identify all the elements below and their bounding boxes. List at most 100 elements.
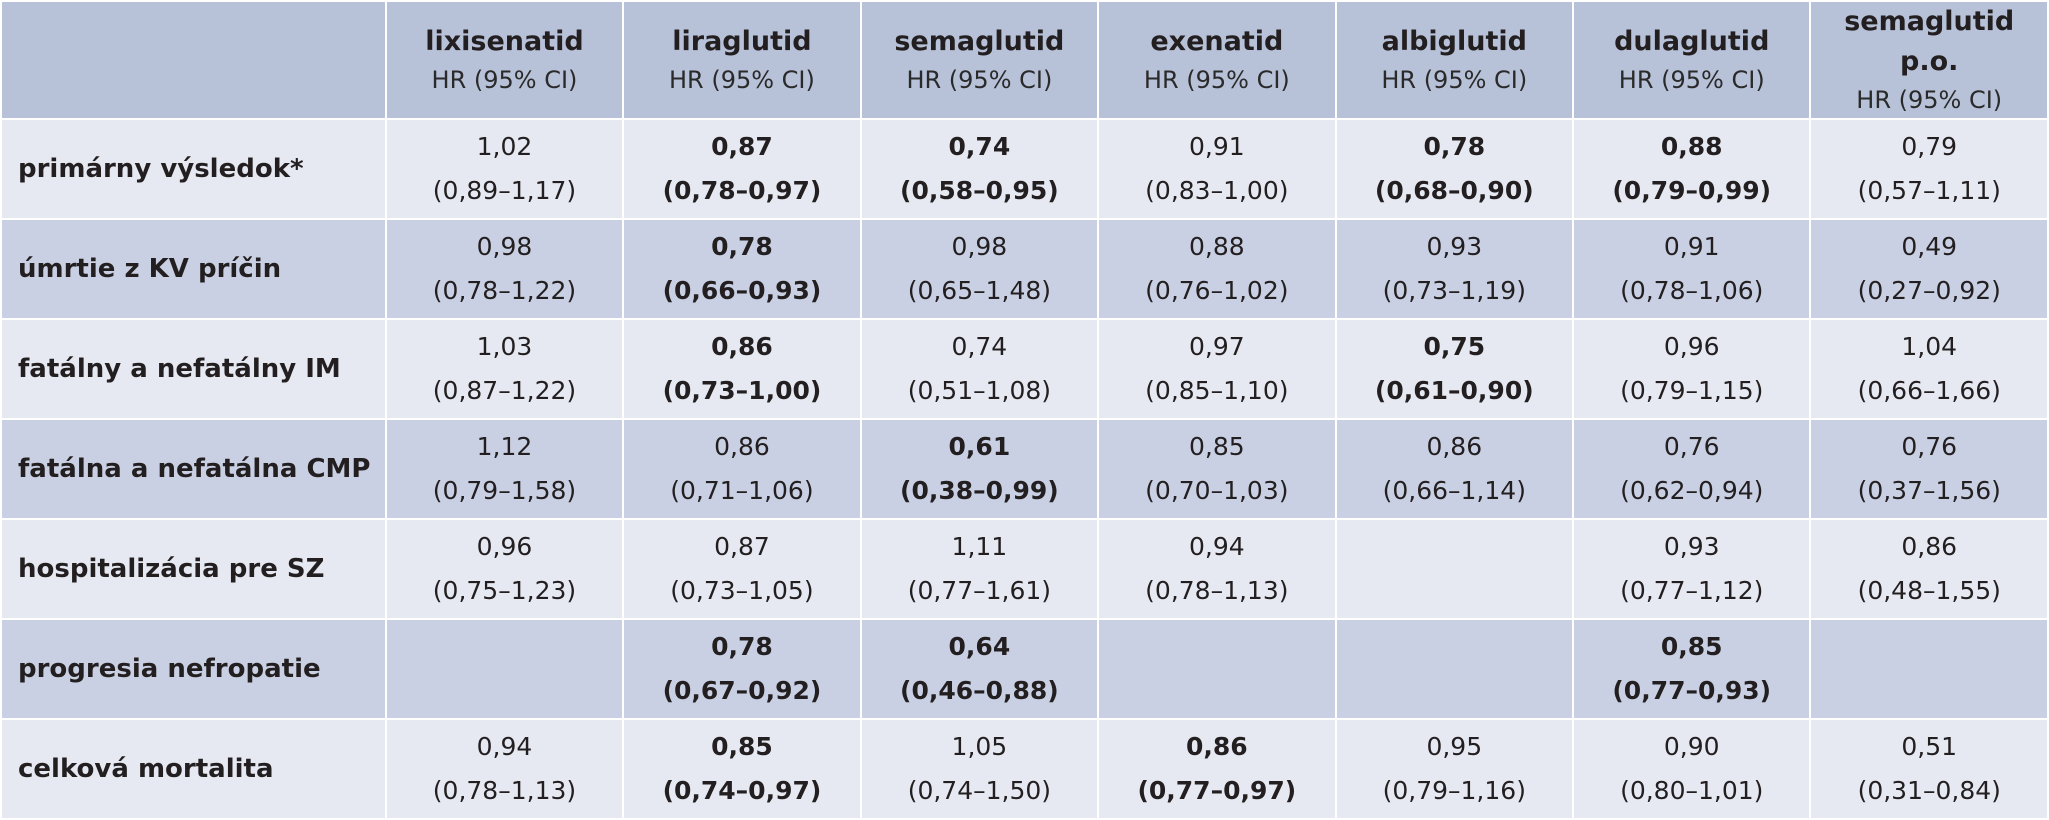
table-cell: 1,03 (0,87–1,22): [384, 318, 625, 420]
ci-range: (0,37–1,56): [1857, 476, 2001, 505]
ci-range: (0,65–1,48): [907, 276, 1052, 305]
drug-name: exenatid: [1150, 26, 1284, 57]
table-cell: 0,91 (0,83–1,00): [1097, 118, 1337, 220]
ci-range: (0,74–1,50): [907, 776, 1052, 805]
hr-ci-label: HR (95% CI): [1618, 66, 1765, 94]
table-cell: 0,85 (0,70–1,03): [1097, 418, 1337, 520]
hr-value: 0,93: [1426, 232, 1483, 261]
hr-value: 0,93: [1663, 532, 1720, 561]
hr-value: 0,85: [1660, 632, 1723, 661]
hr-value: 1,11: [951, 532, 1008, 561]
ci-range: (0,66–1,14): [1382, 476, 1526, 505]
hr-value: 1,02: [476, 132, 533, 161]
ci-range: (0,78–1,06): [1620, 276, 1764, 305]
table-row: celková mortalita 0,94 (0,78–1,13) 0,85 (0,7…: [0, 718, 2049, 820]
table-row: primárny výsledok* 1,02 (0,89–1,17) 0,87 (0,…: [0, 118, 2049, 220]
hr-value: 0,85: [1189, 432, 1245, 461]
table-row: fatálna a nefatálna CMP 1,12 (0,79–1,58) 0,…: [0, 418, 2049, 520]
drug-name: semaglutid: [894, 26, 1065, 57]
hr-value: 0,78: [711, 632, 773, 661]
ci-range: (0,27–0,92): [1857, 276, 2001, 305]
table-cell: [1334, 518, 1575, 620]
ci-range: (0,78–1,13): [432, 776, 577, 805]
table-cell: 0,49 (0,27–0,92): [1809, 218, 2049, 320]
table-cell: 1,04 (0,66–1,66): [1809, 318, 2049, 420]
ci-range: (0,77–1,61): [907, 576, 1052, 605]
table-cell: 0,76 (0,37–1,56): [1809, 418, 2049, 520]
table-cell: 0,86 (0,66–1,14): [1334, 418, 1575, 520]
table-cell: 0,88 (0,79–0,99): [1572, 118, 1812, 220]
ci-range: (0,78–1,22): [432, 276, 577, 305]
hr-value: 0,49: [1901, 232, 1958, 261]
table-row: progresia nefropatie 0,78 (0,67–0,92) 0,64 (…: [0, 618, 2049, 720]
hr-value: 0,88: [1189, 232, 1245, 261]
row-label: primárny výsledok*: [0, 118, 387, 220]
table-cell: 0,61 (0,38–0,99): [859, 418, 1100, 520]
hr-value: 0,74: [948, 132, 1011, 161]
hr-ci-label: HR (95% CI): [668, 66, 815, 94]
table-cell: 0,86 (0,71–1,06): [622, 418, 862, 520]
column-header: dulaglutid HR (95% CI): [1572, 0, 1812, 120]
hr-value: 0,76: [1901, 432, 1958, 461]
hr-value: 0,97: [1189, 332, 1245, 361]
table-cell: 0,64 (0,46–0,88): [859, 618, 1100, 720]
hr-value: 0,86: [714, 432, 770, 461]
ci-range: (0,77–1,12): [1620, 576, 1764, 605]
table-cell: 0,88 (0,76–1,02): [1097, 218, 1337, 320]
ci-range: (0,77–0,97): [1137, 776, 1297, 805]
table-cell: 0,96 (0,75–1,23): [384, 518, 625, 620]
header-corner: [0, 0, 387, 120]
hr-ci-label: HR (95% CI): [1381, 66, 1528, 94]
column-header: semaglutid HR (95% CI): [859, 0, 1100, 120]
hr-value: 0,64: [948, 632, 1011, 661]
row-label: fatálna a nefatálna CMP: [0, 418, 387, 520]
hr-value: 0,96: [476, 532, 533, 561]
ci-range: (0,80–1,01): [1620, 776, 1764, 805]
table-cell: 0,97 (0,85–1,10): [1097, 318, 1337, 420]
ci-range: (0,73–1,05): [670, 576, 814, 605]
table-cell: 0,78 (0,67–0,92): [622, 618, 862, 720]
table-cell: 0,98 (0,65–1,48): [859, 218, 1100, 320]
table-cell: 0,74 (0,51–1,08): [859, 318, 1100, 420]
table-cell: 0,86 (0,77–0,97): [1097, 718, 1337, 820]
hr-ci-label: HR (95% CI): [906, 66, 1053, 94]
hr-value: 0,78: [711, 232, 773, 261]
row-label: progresia nefropatie: [0, 618, 387, 720]
row-label: celková mortalita: [0, 718, 387, 820]
hr-value: 0,86: [1901, 532, 1958, 561]
hr-ci-label: HR (95% CI): [1143, 66, 1290, 94]
table-cell: 0,94 (0,78–1,13): [1097, 518, 1337, 620]
column-header: lixisenatid HR (95% CI): [384, 0, 625, 120]
hr-value: 0,86: [1426, 432, 1483, 461]
hr-value: 0,96: [1663, 332, 1720, 361]
table-row: hospitalizácia pre SZ 0,96 (0,75–1,23) 0,87…: [0, 518, 2049, 620]
drug-name: semaglutid p.o.: [1844, 6, 2015, 77]
table-cell: 0,95 (0,79–1,16): [1334, 718, 1575, 820]
ci-range: (0,75–1,23): [432, 576, 577, 605]
table-cell: 1,12 (0,79–1,58): [384, 418, 625, 520]
ci-range: (0,38–0,99): [900, 476, 1059, 505]
row-label: hospitalizácia pre SZ: [0, 518, 387, 620]
hr-value: 0,87: [711, 132, 773, 161]
ci-range: (0,67–0,92): [662, 676, 822, 705]
row-label: fatálny a nefatálny IM: [0, 318, 387, 420]
ci-range: (0,66–0,93): [662, 276, 822, 305]
ci-range: (0,73–1,00): [662, 376, 822, 405]
ci-range: (0,79–0,99): [1612, 176, 1772, 205]
ci-range: (0,87–1,22): [432, 376, 577, 405]
hr-value: 0,95: [1426, 732, 1483, 761]
hr-value: 0,91: [1189, 132, 1245, 161]
table-cell: 0,94 (0,78–1,13): [384, 718, 625, 820]
column-header: albiglutid HR (95% CI): [1334, 0, 1575, 120]
hr-ci-label: HR (95% CI): [431, 66, 578, 94]
table-cell: 1,11 (0,77–1,61): [859, 518, 1100, 620]
table-cell: 0,96 (0,79–1,15): [1572, 318, 1812, 420]
drug-name: albiglutid: [1381, 26, 1527, 57]
hr-value: 0,98: [476, 232, 533, 261]
hr-ci-label: HR (95% CI): [1856, 86, 2003, 114]
ci-range: (0,66–1,66): [1857, 376, 2001, 405]
ci-range: (0,79–1,16): [1382, 776, 1526, 805]
table-cell: 0,91 (0,78–1,06): [1572, 218, 1812, 320]
ci-range: (0,48–1,55): [1857, 576, 2001, 605]
